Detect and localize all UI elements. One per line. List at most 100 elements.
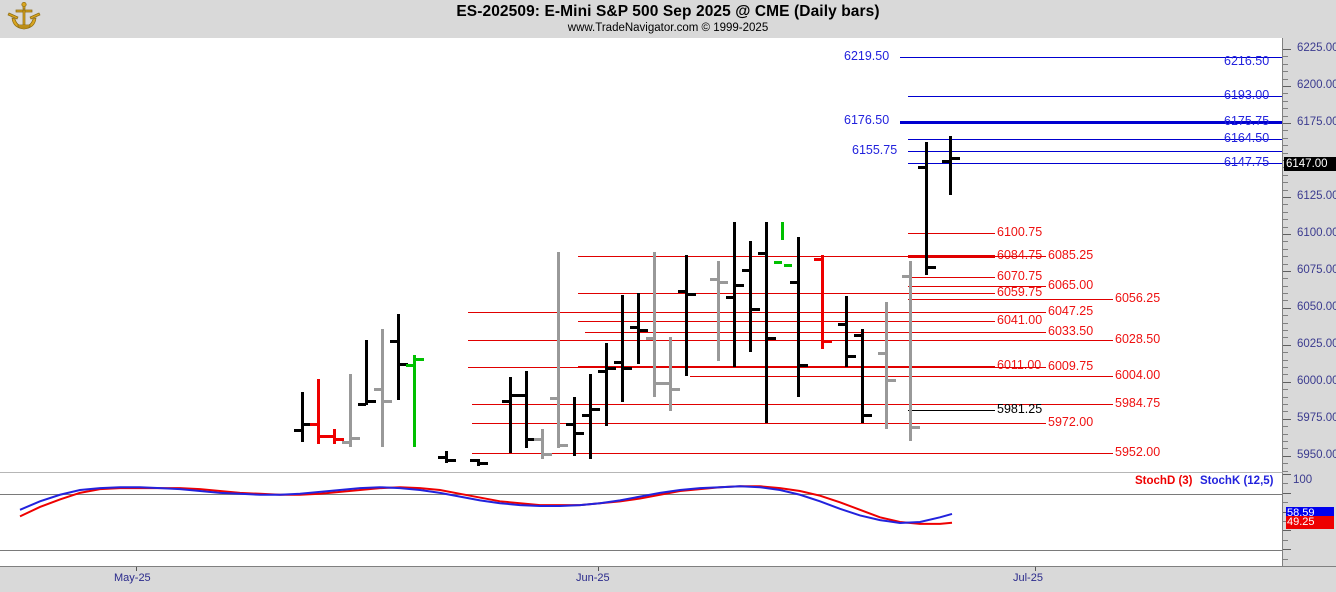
ohlc-bar (653, 251, 656, 397)
price-scale-minor-tick (1283, 145, 1288, 147)
ohlc-close-tick (448, 458, 456, 462)
ohlc-close-tick (592, 408, 600, 412)
ohlc-close-tick (912, 426, 920, 430)
ohlc-close-tick (752, 307, 760, 311)
price-chart-panel[interactable]: © GenesisFT 6219.506216.506193.006176.50… (0, 38, 1283, 472)
price-scale-tick (1283, 233, 1291, 235)
indicator-scale-tick (1283, 483, 1288, 485)
ohlc-bar (821, 254, 824, 350)
legend-stochk: StochK (12,5) (1200, 475, 1274, 487)
ohlc-open-tick (710, 278, 718, 282)
ohlc-open-tick (550, 396, 558, 400)
price-scale-minor-tick (1283, 278, 1288, 280)
ohlc-bar (541, 429, 544, 459)
ohlc-close-tick (480, 461, 488, 465)
price-level-line (578, 321, 995, 323)
ohlc-open-tick (942, 159, 950, 163)
price-scale-minor-tick (1283, 440, 1288, 442)
price-level-line (900, 57, 1282, 59)
price-level-line (908, 285, 1046, 287)
indicator-scale-tick (1283, 558, 1288, 560)
genesis-anchor-logo (7, 1, 41, 30)
ohlc-close-tick (544, 452, 552, 456)
indicator-reference-line (0, 550, 1282, 552)
indicator-scale-tick (1283, 549, 1291, 551)
page-subtitle: www.TradeNavigator.com © 1999-2025 (567, 22, 769, 34)
price-scale-minor-tick (1283, 315, 1288, 317)
date-axis[interactable]: May-25 Jun-25 Jul-25 (0, 566, 1336, 592)
price-scale[interactable]: 6225.006200.006175.006150.006125.006100.… (1283, 38, 1336, 472)
price-scale-minor-tick (1283, 56, 1288, 58)
price-level-line (908, 163, 1282, 165)
price-scale-tick (1283, 418, 1291, 420)
date-axis-label: May-25 (114, 572, 151, 584)
price-scale-minor-tick (1283, 182, 1288, 184)
indicator-scale-top: 100 (1293, 474, 1313, 486)
ohlc-close-tick (800, 364, 808, 368)
ohlc-close-tick (952, 157, 960, 161)
ohlc-open-tick (774, 260, 782, 264)
date-axis-label: Jun-25 (576, 572, 610, 584)
ohlc-open-tick (470, 458, 478, 462)
price-level-label: 6047.25 (1048, 303, 1094, 318)
indicator-reference-line (0, 493, 1282, 495)
ohlc-open-tick (534, 437, 542, 441)
price-level-line (585, 332, 1046, 334)
ohlc-open-tick (678, 290, 686, 294)
ohlc-open-tick (502, 399, 510, 403)
price-level-line (468, 339, 1113, 341)
indicator-scale-tick (1283, 521, 1288, 522)
price-level-line (472, 452, 1113, 454)
price-scale-minor-tick (1283, 330, 1288, 332)
ohlc-open-tick (390, 340, 398, 344)
page-title: ES-202509: E-Mini S&P 500 Sep 2025 @ CME… (456, 3, 880, 20)
ohlc-open-tick (662, 381, 670, 385)
price-scale-minor-tick (1283, 463, 1288, 465)
price-level-label: 6070.75 (997, 269, 1043, 284)
stochastic-panel[interactable]: StochD (3) StochK (12,5) (0, 472, 1283, 567)
ohlc-close-tick (512, 393, 520, 397)
ohlc-bar (365, 340, 368, 406)
ohlc-close-tick (560, 443, 568, 447)
ohlc-close-tick (400, 362, 408, 366)
price-level-line (900, 120, 1282, 124)
ohlc-bar (781, 222, 784, 240)
price-level-line (468, 367, 1046, 369)
ohlc-bar (413, 355, 416, 447)
ohlc-close-tick (784, 263, 792, 267)
ohlc-close-tick (736, 284, 744, 288)
price-scale-minor-tick (1283, 300, 1288, 302)
ohlc-bar (445, 451, 448, 464)
ohlc-open-tick (374, 387, 382, 391)
price-scale-minor-tick (1283, 411, 1288, 413)
price-scale-minor-tick (1283, 359, 1288, 361)
price-scale-label: 5950.00 (1297, 448, 1336, 461)
ohlc-bar (557, 251, 560, 449)
ohlc-bar (573, 396, 576, 456)
price-scale-minor-tick (1283, 374, 1288, 376)
price-scale-minor-tick (1283, 78, 1288, 80)
indicator-scale[interactable]: 100 58.59 49.25 (1283, 472, 1336, 566)
ohlc-close-tick (720, 281, 728, 285)
ohlc-close-tick (304, 423, 312, 427)
price-level-label: 6041.00 (997, 313, 1043, 328)
ohlc-bar (765, 222, 768, 424)
price-level-label: 6219.50 (844, 49, 890, 64)
ohlc-bar (885, 301, 888, 430)
date-axis-tick (598, 567, 599, 571)
price-scale-minor-tick (1283, 256, 1288, 258)
price-level-line (578, 256, 995, 258)
price-scale-minor-tick (1283, 367, 1288, 368)
price-scale-minor-tick (1283, 204, 1288, 206)
ohlc-open-tick (902, 275, 910, 279)
ohlc-open-tick (598, 369, 606, 373)
ohlc-close-tick (416, 358, 424, 362)
price-scale-tick (1283, 270, 1291, 272)
ohlc-close-tick (768, 337, 776, 341)
ohlc-close-tick (824, 340, 832, 344)
ohlc-close-tick (336, 437, 344, 441)
price-scale-minor-tick (1283, 433, 1288, 435)
stochk-line (19, 485, 953, 524)
price-level-label: 6059.75 (997, 285, 1043, 300)
indicator-scale-tick (1283, 492, 1291, 494)
